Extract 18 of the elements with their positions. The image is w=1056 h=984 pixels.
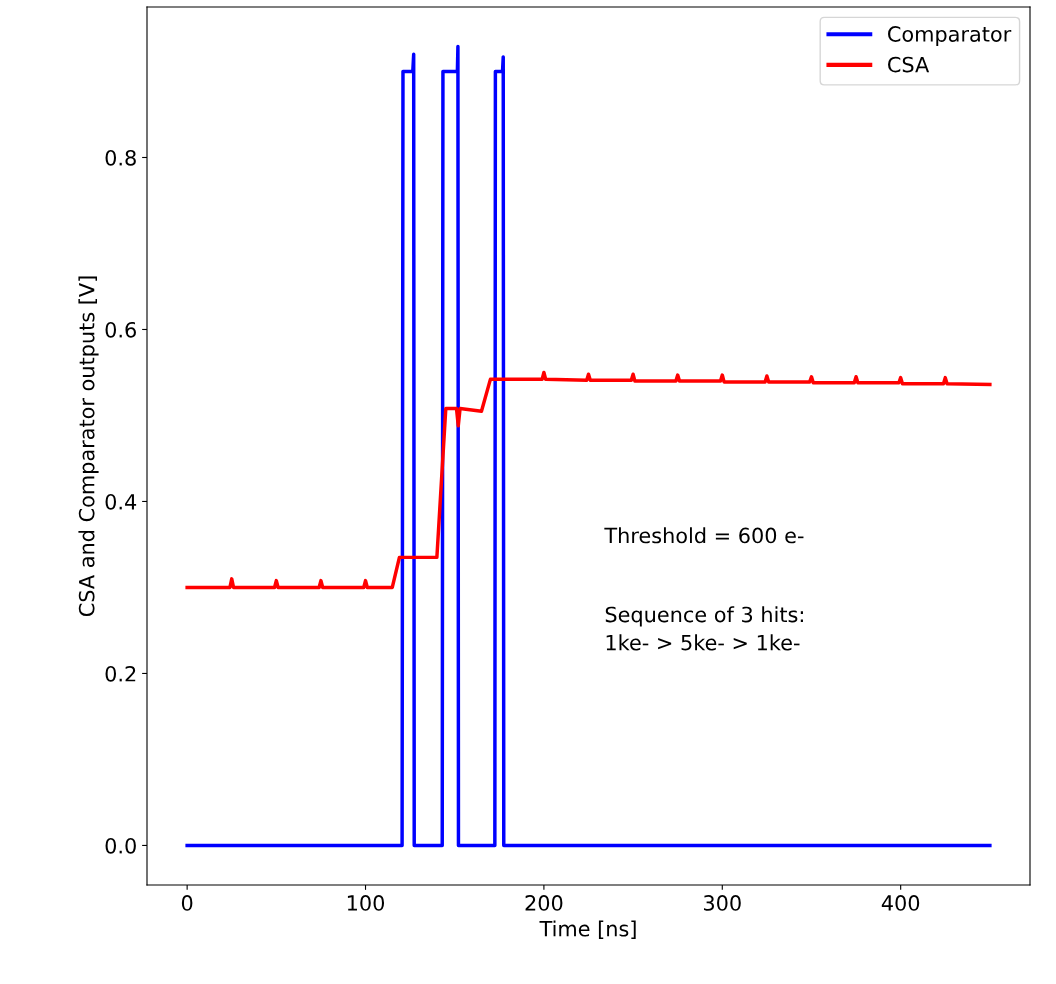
y-tick-label: 0.2: [105, 665, 136, 682]
x-tick-label: 0: [181, 895, 193, 911]
x-tick-label: 100: [347, 895, 385, 911]
y-tick-label: 0.8: [105, 149, 136, 166]
annotation: Threshold = 600 e-: [604, 527, 804, 544]
x-tick-label: 200: [525, 895, 563, 911]
legend-label: CSA: [888, 56, 930, 73]
legend-label: Comparator: [888, 26, 1012, 46]
annotation: Sequence of 3 hits: 1ke- > 5ke- > 1ke-: [605, 606, 803, 651]
y-axis-title: CSA and Comparator outputs [V]: [78, 276, 99, 617]
line-series: [185, 44, 992, 848]
x-axis-title: Time [ns]: [539, 920, 636, 940]
x-tick-label: 400: [881, 895, 920, 911]
y-tick-label: 0.0: [105, 837, 136, 854]
y-tick-label: 0.6: [105, 321, 136, 338]
line-series: [185, 370, 992, 590]
y-tick-label: 0.4: [105, 493, 137, 510]
x-tick-label: 300: [703, 895, 741, 911]
